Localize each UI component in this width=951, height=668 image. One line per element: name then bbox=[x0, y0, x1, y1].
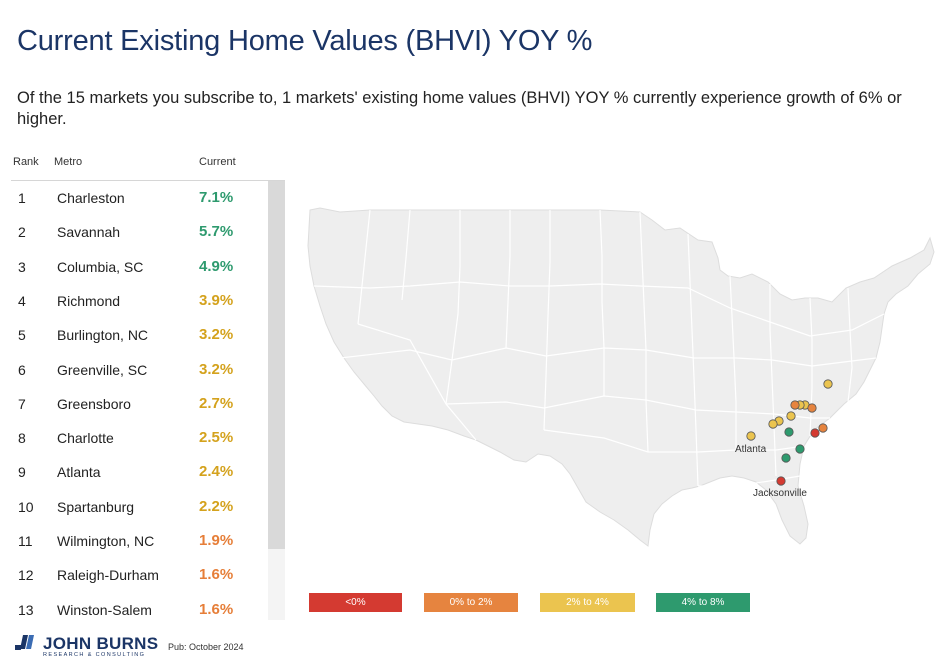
row-current-value: 2.7% bbox=[199, 394, 234, 412]
row-current-value: 4.9% bbox=[199, 257, 234, 275]
row-rank: 11 bbox=[18, 533, 33, 549]
row-metro: Spartanburg bbox=[57, 498, 135, 515]
table-row[interactable]: 7 Greensboro 2.7% bbox=[11, 387, 268, 421]
map-label-atlanta: Atlanta bbox=[735, 444, 767, 455]
row-current-value: 2.5% bbox=[199, 429, 234, 447]
row-metro: Atlanta bbox=[57, 464, 101, 481]
table-row[interactable]: 4 Richmond 3.9% bbox=[11, 284, 268, 318]
row-metro: Charlotte bbox=[57, 430, 114, 447]
row-metro: Greenville, SC bbox=[57, 361, 148, 378]
table-row[interactable]: 11 Wilmington, NC 1.9% bbox=[11, 524, 268, 558]
page-title: Current Existing Home Values (BHVI) YOY … bbox=[17, 25, 593, 57]
table-row[interactable]: 3 Columbia, SC 4.9% bbox=[11, 250, 268, 284]
row-rank: 9 bbox=[18, 464, 26, 481]
row-metro: Greensboro bbox=[57, 395, 131, 412]
row-current-value: 3.2% bbox=[199, 360, 234, 378]
table-scrollbar[interactable] bbox=[268, 181, 285, 620]
legend-item: 2% to 4% bbox=[540, 593, 635, 612]
table-scrollbar-thumb[interactable] bbox=[268, 181, 285, 549]
state-borders bbox=[313, 209, 885, 487]
logo-tagline: RESEARCH & CONSULTING bbox=[43, 652, 146, 658]
column-header-metro[interactable]: Metro bbox=[54, 156, 83, 168]
map-dot-charlotte[interactable] bbox=[786, 411, 796, 421]
row-rank: 3 bbox=[18, 258, 26, 275]
map-dot-columbia[interactable] bbox=[784, 427, 794, 437]
row-rank: 5 bbox=[18, 327, 26, 344]
market-dots bbox=[746, 379, 833, 486]
row-metro: Wilmington, NC bbox=[57, 533, 155, 549]
map-dot-jacksonville[interactable] bbox=[776, 476, 786, 486]
map-dot-wilmington[interactable] bbox=[818, 423, 828, 433]
table-row[interactable]: 10 Spartanburg 2.2% bbox=[11, 490, 268, 524]
legend-item: 4% to 8% bbox=[656, 593, 750, 612]
table-row[interactable]: 8 Charlotte 2.5% bbox=[11, 421, 268, 455]
legend-item: <0% bbox=[309, 593, 402, 612]
legend-item: 0% to 2% bbox=[424, 593, 518, 612]
table-row[interactable]: 5 Burlington, NC 3.2% bbox=[11, 318, 268, 352]
row-current-value: 5.7% bbox=[199, 223, 234, 241]
row-rank: 7 bbox=[18, 395, 26, 412]
table-row[interactable]: 9 Atlanta 2.4% bbox=[11, 455, 268, 489]
row-current-value: 1.6% bbox=[199, 600, 234, 618]
row-rank: 6 bbox=[18, 361, 26, 378]
table-row[interactable]: 2 Savannah 5.7% bbox=[11, 215, 268, 249]
row-rank: 12 bbox=[18, 567, 34, 584]
row-current-value: 1.6% bbox=[199, 566, 234, 584]
row-metro: Charleston bbox=[57, 190, 125, 206]
map-dot-greenville[interactable] bbox=[768, 419, 778, 429]
map-dot-charleston[interactable] bbox=[795, 444, 805, 454]
table-row[interactable]: 12 Raleigh-Durham 1.6% bbox=[11, 558, 268, 592]
row-current-value: 1.9% bbox=[199, 532, 234, 549]
map-dot-atlanta[interactable] bbox=[746, 431, 756, 441]
row-metro: Winston-Salem bbox=[57, 601, 152, 618]
table-row[interactable]: 1 Charleston 7.1% bbox=[11, 181, 268, 215]
row-rank: 2 bbox=[18, 224, 26, 241]
map-dot-raleigh-durham[interactable] bbox=[807, 403, 817, 413]
map-dot-richmond[interactable] bbox=[823, 379, 833, 389]
map-dot-red-east[interactable] bbox=[810, 428, 820, 438]
row-current-value: 7.1% bbox=[199, 189, 234, 206]
map-dot-savannah[interactable] bbox=[781, 453, 791, 463]
publication-date: Pub: October 2024 bbox=[168, 642, 244, 652]
row-rank: 10 bbox=[18, 498, 34, 515]
row-rank: 8 bbox=[18, 430, 26, 447]
column-header-current[interactable]: Current bbox=[199, 156, 236, 168]
table-row[interactable]: 13 Winston-Salem 1.6% bbox=[11, 593, 268, 620]
row-metro: Columbia, SC bbox=[57, 258, 144, 275]
row-rank: 13 bbox=[18, 601, 34, 618]
us-map: Atlanta Jacksonville bbox=[307, 207, 935, 547]
column-header-rank[interactable]: Rank bbox=[13, 156, 39, 168]
page-subtitle: Of the 15 markets you subscribe to, 1 ma… bbox=[17, 89, 902, 128]
map-label-jacksonville: Jacksonville bbox=[753, 488, 807, 499]
logo-mark-icon bbox=[15, 635, 34, 650]
row-current-value: 2.2% bbox=[199, 497, 234, 515]
logo-name: JOHN BURNS bbox=[43, 634, 159, 653]
us-map-land bbox=[307, 207, 935, 547]
row-metro: Raleigh-Durham bbox=[57, 567, 159, 584]
row-current-value: 3.2% bbox=[199, 326, 234, 344]
row-current-value: 3.9% bbox=[199, 291, 234, 309]
row-rank: 1 bbox=[18, 190, 26, 206]
row-metro: Burlington, NC bbox=[57, 327, 149, 344]
row-current-value: 2.4% bbox=[199, 463, 234, 481]
row-metro: Savannah bbox=[57, 224, 121, 241]
row-metro: Richmond bbox=[57, 292, 121, 309]
row-rank: 4 bbox=[18, 292, 26, 309]
table-row[interactable]: 6 Greenville, SC 3.2% bbox=[11, 353, 268, 387]
ranking-table: 1 Charleston 7.1% 2 Savannah 5.7% 3 Columbia, S… bbox=[11, 180, 285, 620]
map-dot-winston-salem[interactable] bbox=[790, 400, 800, 410]
